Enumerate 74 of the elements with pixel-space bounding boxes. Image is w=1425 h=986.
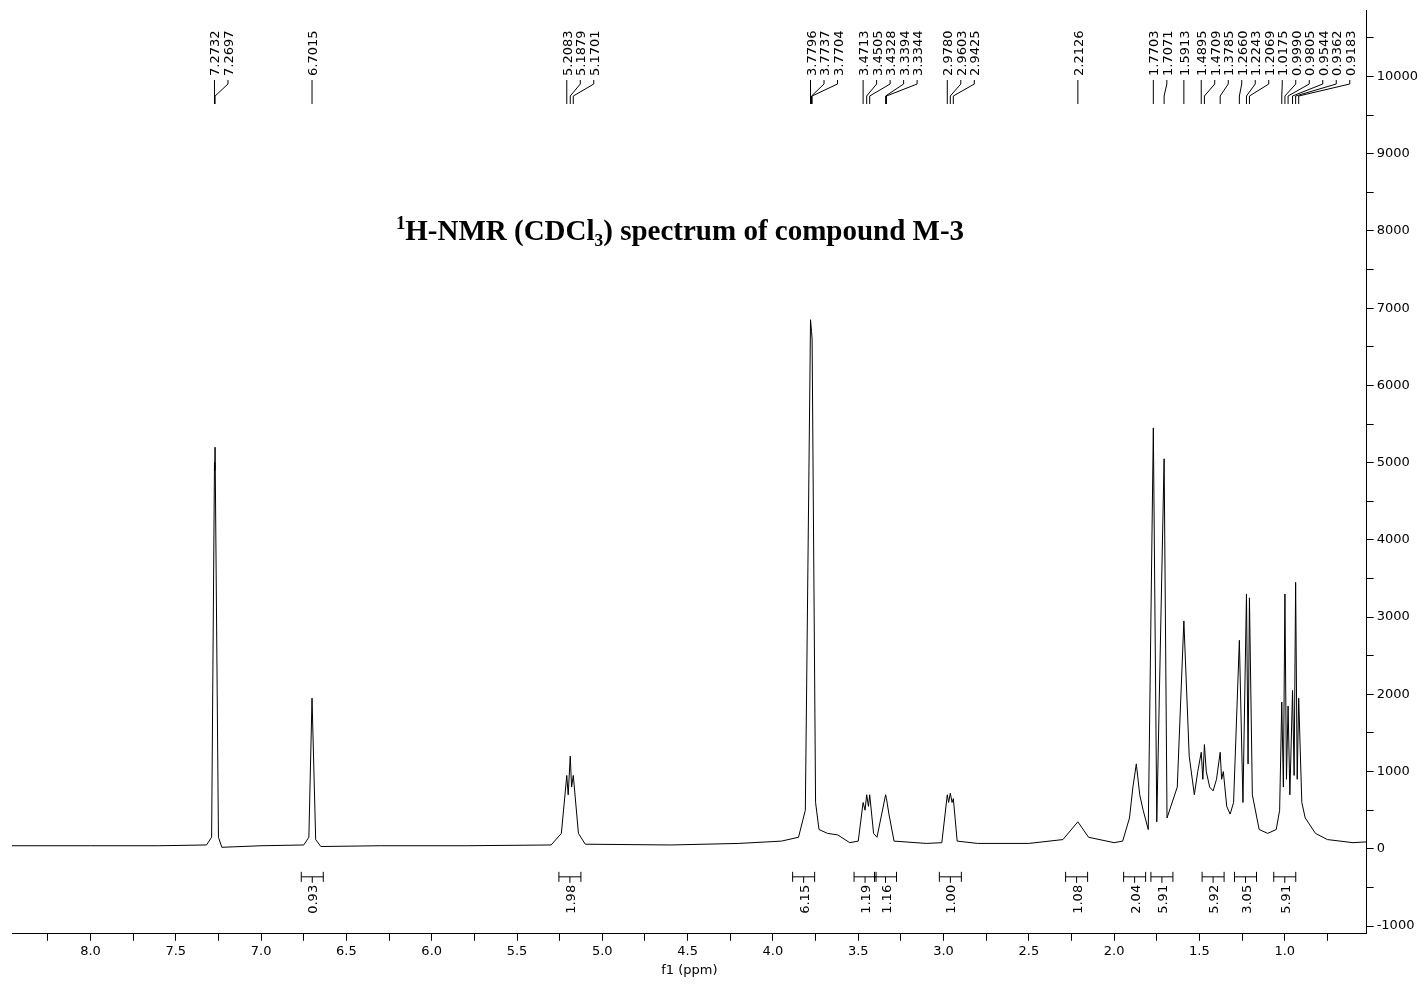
annotation: 1.7071: [1159, 30, 1175, 76]
y-tick-label: 5000: [1376, 454, 1410, 470]
annotation: 1.16: [878, 884, 894, 914]
annotation: 1.2069: [1261, 30, 1277, 76]
y-tick-label: 1000: [1376, 762, 1410, 778]
annotation: 3.3394: [896, 30, 912, 76]
x-tick-label: 7.0: [250, 942, 272, 958]
y-tick-label: 3000: [1376, 608, 1410, 624]
x-tick-label: 8.0: [80, 942, 101, 958]
annotation: 5.91: [1154, 884, 1170, 914]
annotation: 5.1879: [573, 30, 589, 76]
annotation: 1.98: [562, 884, 578, 914]
annotation: 7.2697: [220, 30, 236, 76]
annotation: 3.7796: [803, 30, 819, 76]
x-tick-label: 4.0: [762, 942, 784, 958]
annotation: 0.9183: [1342, 30, 1358, 76]
annotation: 1.2243: [1248, 30, 1264, 76]
annotation: 3.4713: [856, 30, 872, 76]
annotation: 1.2660: [1234, 30, 1250, 76]
annotation: 3.4505: [869, 30, 885, 76]
x-tick-label: 6.5: [336, 942, 357, 958]
text: $^{1}$H-NMR (CDCl₃) spectrum of compound M-3: [394, 212, 966, 247]
annotation: 1.4709: [1207, 30, 1223, 76]
annotation: 3.7737: [817, 30, 833, 76]
annotation: 1.4895: [1194, 30, 1210, 76]
annotation: 1.0175: [1275, 30, 1291, 76]
annotation: 1.7703: [1146, 30, 1162, 76]
y-tick-label: -1000: [1376, 917, 1415, 933]
annotation: 0.9362: [1329, 30, 1345, 76]
annotation: 1.3785: [1221, 30, 1237, 76]
y-tick-label: 4000: [1376, 531, 1410, 547]
annotation: 7.2732: [207, 30, 223, 76]
x-tick-label: 1.0: [1274, 942, 1296, 958]
x-tick-label: 6.0: [421, 942, 443, 958]
y-tick-label: 9000: [1376, 145, 1410, 161]
annotation: 3.7704: [830, 30, 846, 76]
y-tick-label: 0: [1376, 840, 1385, 856]
y-tick-label: 2000: [1376, 685, 1410, 701]
annotation: 2.9603: [953, 30, 969, 76]
annotation: 1.5913: [1176, 30, 1192, 76]
annotation: 2.2126: [1070, 30, 1086, 76]
x-tick-label: 2.0: [1103, 942, 1125, 958]
x-tick-label: 7.5: [165, 942, 187, 958]
annotation: 5.2083: [559, 30, 575, 76]
annotation: 3.3344: [910, 30, 926, 76]
annotation: 0.9544: [1315, 30, 1331, 76]
annotation: 0.93: [305, 884, 321, 914]
annotation: 0.9805: [1302, 30, 1318, 76]
annotation: 5.1701: [586, 30, 602, 76]
annotation: 2.04: [1127, 884, 1143, 914]
x-tick-label: 4.5: [677, 942, 698, 958]
annotation: 6.7015: [305, 30, 321, 76]
x-tick-label: 5.5: [506, 942, 528, 958]
annotation: 1.19: [858, 884, 874, 914]
x-tick-label: 2.5: [1018, 942, 1040, 958]
y-tick-label: 7000: [1376, 299, 1410, 315]
x-tick-label: 1.5: [1189, 942, 1210, 958]
y-tick-label: 10000: [1376, 67, 1418, 83]
x-axis-title: f1 (ppm): [661, 961, 718, 977]
annotation: 1.00: [943, 884, 959, 914]
x-tick-label: 5.0: [591, 942, 613, 958]
annotation: 3.4328: [883, 30, 899, 76]
annotation: 1.08: [1069, 884, 1085, 914]
annotation: 6.15: [796, 884, 812, 914]
annotation: 0.9990: [1288, 30, 1304, 76]
y-tick-label: 8000: [1376, 222, 1410, 238]
annotation: 2.9780: [940, 30, 956, 76]
annotation: 5.92: [1206, 884, 1222, 914]
annotation: 2.9425: [967, 30, 983, 76]
y-tick-label: 6000: [1376, 376, 1410, 392]
annotation: 3.05: [1238, 884, 1254, 914]
x-tick-label: 3.5: [847, 942, 869, 958]
annotation: 5.91: [1277, 884, 1293, 914]
x-tick-label: 3.0: [933, 942, 954, 958]
